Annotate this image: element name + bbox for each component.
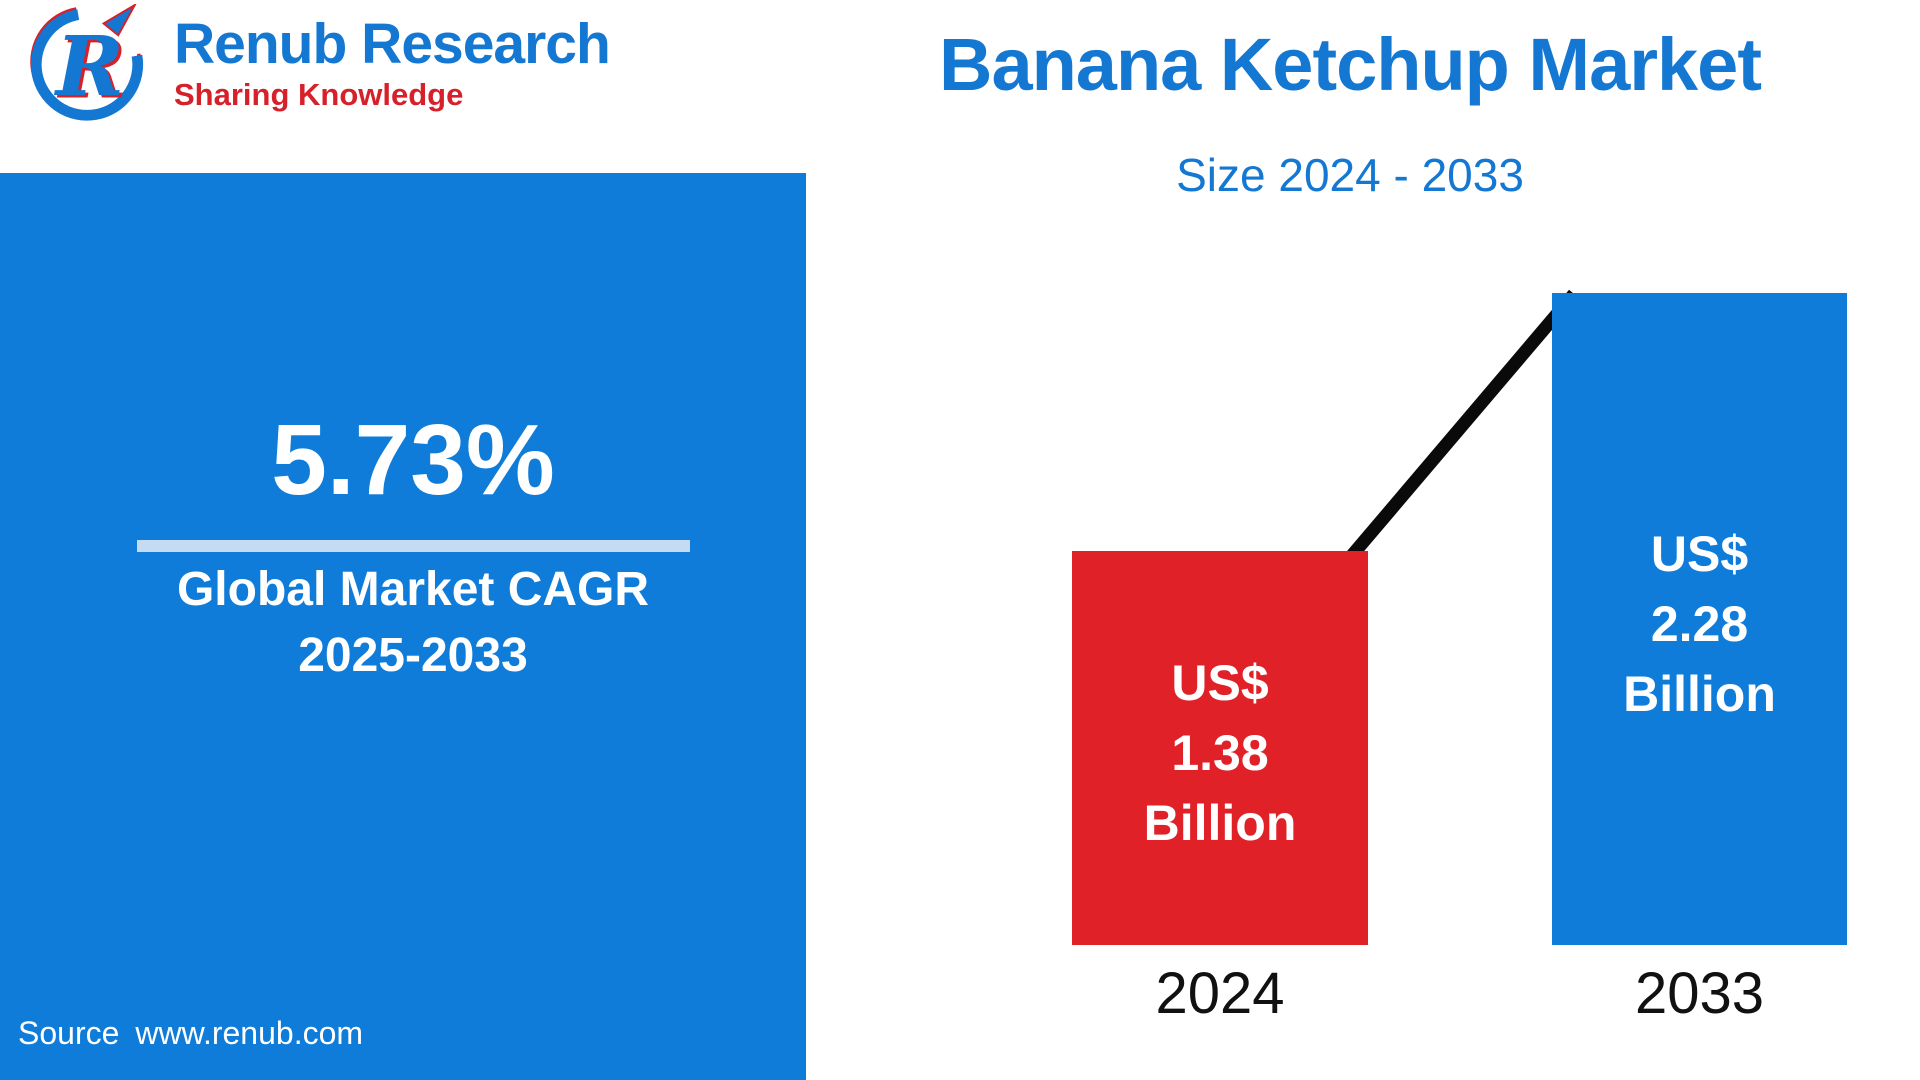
- cagr-value: 5.73%: [271, 404, 555, 516]
- renub-logo-icon: R R: [30, 4, 144, 121]
- bar-2024-label-value: 1.38: [1171, 725, 1269, 781]
- source-note: Source www.renub.com: [18, 1015, 363, 1052]
- bar-2024-label-currency: US$: [1171, 655, 1269, 711]
- source-url: www.renub.com: [135, 1015, 364, 1051]
- cagr-panel: 5.73% Global Market CAGR 2025-2033 Sourc…: [0, 173, 806, 1080]
- bar-2024: US$ 1.38 Billion: [1072, 551, 1368, 945]
- renub-logo: R R Renub Research Sharing Knowledge: [12, 4, 611, 126]
- cagr-label-line2: 2025-2033: [298, 629, 528, 682]
- brand-name: Renub Research: [174, 12, 611, 76]
- svg-text:R: R: [57, 22, 127, 118]
- cagr-divider: [136, 540, 690, 552]
- chart-title: Banana Ketchup Market: [939, 23, 1762, 106]
- bar-2033-label-currency: US$: [1650, 526, 1749, 582]
- axis-label-2024: 2024: [1155, 961, 1285, 1026]
- svg-text:R: R: [54, 19, 124, 115]
- source-label: Source: [18, 1015, 120, 1051]
- brand-tagline: Sharing Knowledge: [174, 77, 464, 112]
- cagr-label-line1: Global Market CAGR: [176, 563, 650, 616]
- bar-2024-label-unit: Billion: [1143, 795, 1297, 851]
- logo-text: Renub Research Sharing Knowledge: [174, 4, 611, 112]
- chart-subtitle: Size 2024 - 2033: [1176, 149, 1524, 201]
- bar-2033-label-value: 2.28: [1650, 596, 1749, 652]
- bar-2033: US$ 2.28 Billion: [1552, 293, 1847, 945]
- bar-2033-label-unit: Billion: [1623, 666, 1776, 722]
- cagr-label: Global Market CAGR 2025-2033: [177, 557, 649, 689]
- axis-label-2033: 2033: [1634, 961, 1765, 1026]
